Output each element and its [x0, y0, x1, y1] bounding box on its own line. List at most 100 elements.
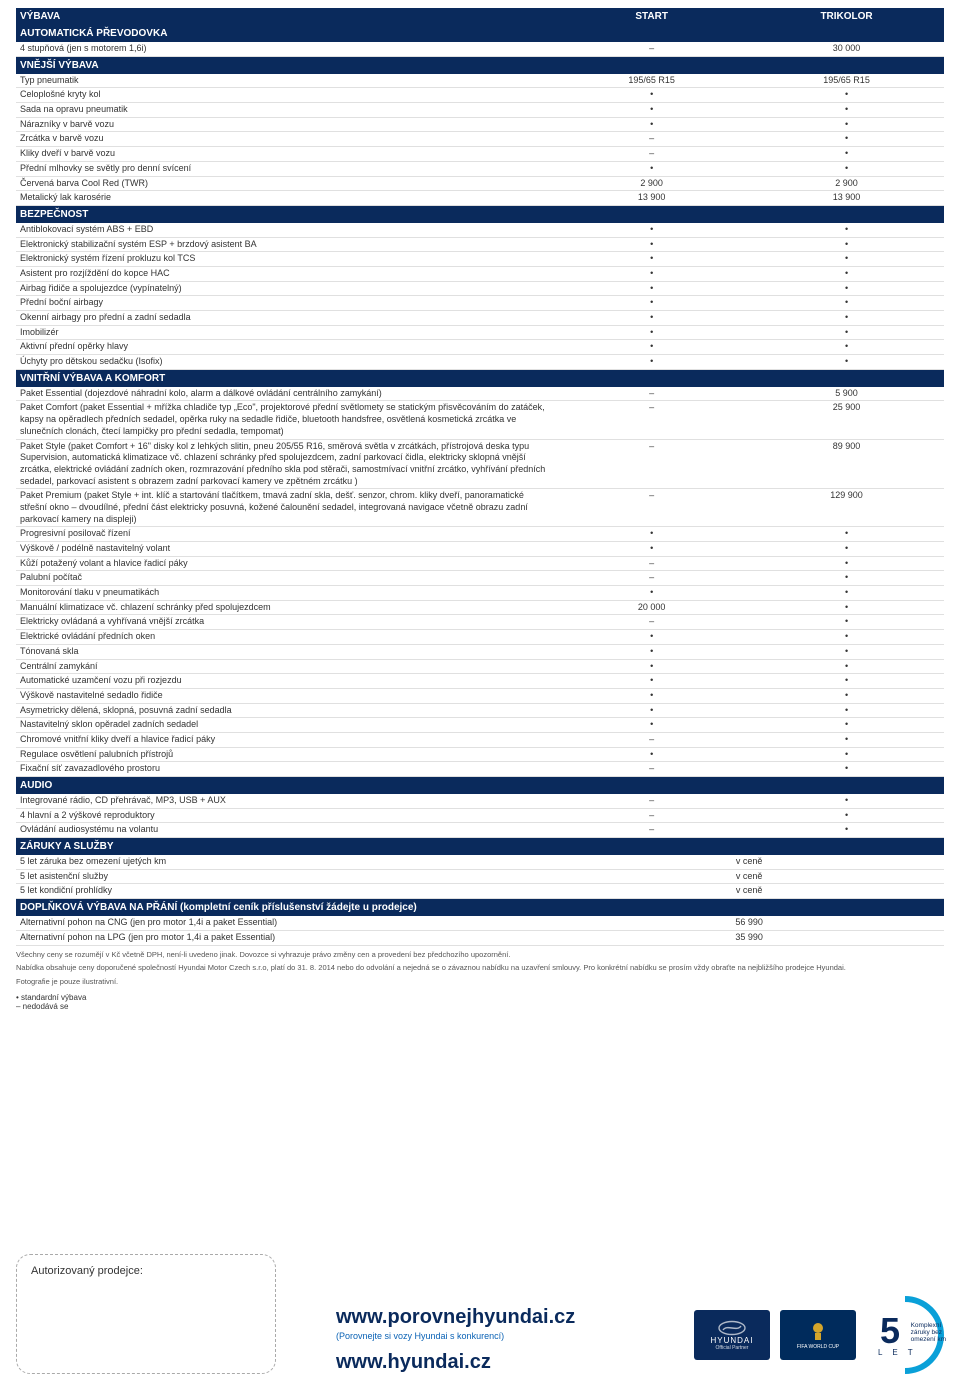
footer-area: Autorizovaný prodejce: www.porovnejhyund…: [16, 1254, 944, 1374]
row-value-start: •: [554, 161, 749, 176]
row-label: Paket Essential (dojezdové náhradní kolo…: [16, 387, 554, 401]
row-value-trikolor: 5 900: [749, 387, 944, 401]
row-value-trikolor: •: [749, 237, 944, 252]
row-label: Palubní počítač: [16, 571, 554, 586]
row-label: 4 stupňová (jen s motorem 1,6i): [16, 42, 554, 56]
section-row: BEZPEČNOST: [16, 205, 944, 223]
row-value-start: •: [554, 527, 749, 542]
row-value-trikolor: •: [749, 103, 944, 118]
row-value-start: •: [554, 355, 749, 370]
row-value-merged: 35 990: [554, 930, 944, 945]
row-value-trikolor: •: [749, 311, 944, 326]
hyundai-logo-icon: [717, 1320, 747, 1336]
row-value-trikolor: •: [749, 630, 944, 645]
main-url: www.hyundai.cz: [336, 1351, 674, 1374]
row-value-start: •: [554, 117, 749, 132]
row-label: Elektronický stabilizační systém ESP + b…: [16, 237, 554, 252]
row-label: Výškově / podélně nastavitelný volant: [16, 542, 554, 557]
row-label: Paket Style (paket Comfort + 16" disky k…: [16, 439, 554, 489]
warranty-years: 5: [880, 1310, 900, 1352]
row-value-trikolor: •: [749, 615, 944, 630]
row-value-start: •: [554, 311, 749, 326]
row-value-trikolor: 2 900: [749, 176, 944, 191]
table-row: Asymetricky dělená, sklopná, posuvná zad…: [16, 703, 944, 718]
row-value-start: –: [554, 732, 749, 747]
section-title: AUTOMATICKÁ PŘEVODOVKA: [16, 25, 944, 42]
row-value-trikolor: •: [749, 266, 944, 281]
row-value-start: •: [554, 586, 749, 601]
row-value-start: •: [554, 644, 749, 659]
table-row: Imobilizér••: [16, 325, 944, 340]
table-row: Antiblokovací systém ABS + EBD••: [16, 223, 944, 237]
row-value-trikolor: •: [749, 132, 944, 147]
row-value-start: –: [554, 489, 749, 527]
row-value-start: •: [554, 325, 749, 340]
row-label: Asymetricky dělená, sklopná, posuvná zad…: [16, 703, 554, 718]
row-value-start: •: [554, 747, 749, 762]
table-row: Chromové vnitřní kliky dveří a hlavice ř…: [16, 732, 944, 747]
row-value-start: •: [554, 88, 749, 103]
row-label: Celoplošné kryty kol: [16, 88, 554, 103]
row-value-start: •: [554, 674, 749, 689]
footnote: Nabídka obsahuje ceny doporučené společn…: [16, 963, 944, 973]
row-label: Elektronický systém řízení prokluzu kol …: [16, 252, 554, 267]
section-row: DOPLŇKOVÁ VÝBAVA NA PŘÁNÍ (kompletní cen…: [16, 899, 944, 917]
table-row: Monitorování tlaku v pneumatikách••: [16, 586, 944, 601]
row-value-start: •: [554, 281, 749, 296]
table-row: 4 hlavní a 2 výškové reproduktory–•: [16, 808, 944, 823]
row-value-trikolor: 195/65 R15: [749, 74, 944, 88]
table-row: Paket Comfort (paket Essential + mřížka …: [16, 401, 944, 439]
row-value-start: •: [554, 266, 749, 281]
table-row: Červená barva Cool Red (TWR)2 9002 900: [16, 176, 944, 191]
row-value-trikolor: •: [749, 586, 944, 601]
footnote: Všechny ceny se rozumějí v Kč včetně DPH…: [16, 950, 944, 960]
spec-table: VÝBAVA START TRIKOLOR AUTOMATICKÁ PŘEVOD…: [16, 8, 944, 946]
row-value-trikolor: 25 900: [749, 401, 944, 439]
compare-url: www.porovnejhyundai.cz: [336, 1306, 674, 1329]
row-label: Progresivní posilovač řízení: [16, 527, 554, 542]
row-value-start: –: [554, 132, 749, 147]
row-label: Sada na opravu pneumatik: [16, 103, 554, 118]
table-row: Paket Premium (paket Style + int. klíč a…: [16, 489, 944, 527]
row-value-trikolor: •: [749, 674, 944, 689]
row-label: Alternativní pohon na LPG (jen pro motor…: [16, 930, 554, 945]
table-row: Nárazníky v barvě vozu••: [16, 117, 944, 132]
row-value-trikolor: 30 000: [749, 42, 944, 56]
section-title: VNĚJŠÍ VÝBAVA: [16, 56, 944, 74]
row-value-trikolor: •: [749, 732, 944, 747]
header-col-label: VÝBAVA: [16, 8, 554, 25]
row-value-start: 13 900: [554, 191, 749, 206]
header-col-start: START: [554, 8, 749, 25]
table-row: Výškově / podélně nastavitelný volant••: [16, 542, 944, 557]
row-label: Kůží potažený volant a hlavice řadicí pá…: [16, 556, 554, 571]
row-value-start: •: [554, 103, 749, 118]
row-value-merged: v ceně: [554, 884, 944, 899]
row-value-start: 195/65 R15: [554, 74, 749, 88]
row-value-start: •: [554, 688, 749, 703]
table-row: Paket Essential (dojezdové náhradní kolo…: [16, 387, 944, 401]
row-label: Fixační síť zavazadlového prostoru: [16, 762, 554, 777]
row-label: 5 let kondiční prohlídky: [16, 884, 554, 899]
row-label: Alternativní pohon na CNG (jen pro motor…: [16, 916, 554, 930]
row-label: Integrované rádio, CD přehrávač, MP3, US…: [16, 794, 554, 808]
table-row: Paket Style (paket Comfort + 16" disky k…: [16, 439, 944, 489]
hyundai-logo: HYUNDAI Official Partner: [694, 1310, 770, 1360]
table-row: Zrcátka v barvě vozu–•: [16, 132, 944, 147]
row-label: Typ pneumatik: [16, 74, 554, 88]
table-row: Progresivní posilovač řízení••: [16, 527, 944, 542]
row-value-start: •: [554, 223, 749, 237]
table-row: Elektrické ovládání předních oken••: [16, 630, 944, 645]
row-value-trikolor: •: [749, 808, 944, 823]
row-value-trikolor: •: [749, 718, 944, 733]
table-row: Manuální klimatizace vč. chlazení schrán…: [16, 600, 944, 615]
row-value-start: –: [554, 401, 749, 439]
row-label: Monitorování tlaku v pneumatikách: [16, 586, 554, 601]
table-row: Alternativní pohon na CNG (jen pro motor…: [16, 916, 944, 930]
table-row: Elektronický stabilizační systém ESP + b…: [16, 237, 944, 252]
table-row: Alternativní pohon na LPG (jen pro motor…: [16, 930, 944, 945]
row-value-start: •: [554, 542, 749, 557]
table-row: Přední boční airbagy••: [16, 296, 944, 311]
row-label: Regulace osvětlení palubních přístrojů: [16, 747, 554, 762]
footnote: Fotografie je pouze ilustrativní.: [16, 977, 944, 987]
row-value-start: –: [554, 794, 749, 808]
